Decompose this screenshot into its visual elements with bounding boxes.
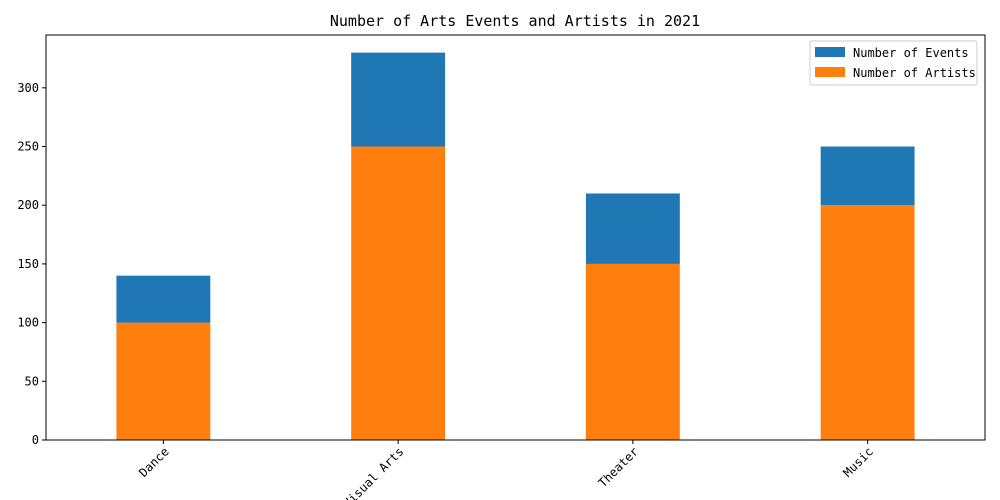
bar-number-of-events-visual-arts xyxy=(351,52,446,147)
y-tick-label: 50 xyxy=(25,374,39,388)
legend-swatch-events xyxy=(815,47,845,57)
bar-number-of-artists-dance xyxy=(116,322,211,440)
legend: Number of Events Number of Artists xyxy=(809,40,978,86)
bar-number-of-artists-music xyxy=(820,205,915,440)
y-tick-label: 150 xyxy=(17,257,39,271)
plot-frame xyxy=(45,34,986,441)
y-tick-label: 0 xyxy=(32,433,39,447)
legend-label-artists: Number of Artists xyxy=(853,66,976,80)
legend-label-events: Number of Events xyxy=(853,46,969,60)
bar-number-of-events-music xyxy=(820,146,915,206)
bar-number-of-events-theater xyxy=(585,193,680,264)
chart-title: Number of Arts Events and Artists in 202… xyxy=(330,12,700,30)
bars-layer xyxy=(116,52,915,440)
y-tick-label: 300 xyxy=(17,81,39,95)
bar-number-of-artists-theater xyxy=(585,263,680,440)
bar-number-of-events-dance xyxy=(116,275,211,323)
y-axis: 0 50 100 150 200 250 300 xyxy=(17,81,46,447)
bar-number-of-artists-visual-arts xyxy=(351,146,446,440)
legend-swatch-artists xyxy=(815,67,845,77)
y-tick-label: 200 xyxy=(17,198,39,212)
legend-box xyxy=(809,40,978,86)
y-tick-label: 250 xyxy=(17,140,39,154)
y-tick-label: 100 xyxy=(17,316,39,330)
